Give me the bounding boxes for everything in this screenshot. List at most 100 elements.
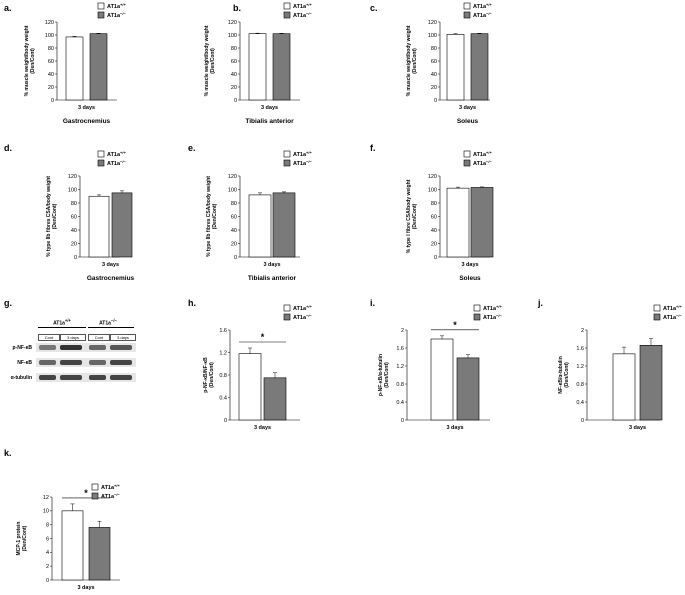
y-axis-label: % type IIb fibres CSA/body weight(Den/Co… [206, 176, 218, 257]
blot-band [39, 345, 56, 350]
legend-label-wt: AT1a+/+ [107, 150, 126, 158]
y-tick-label: 60 [71, 214, 77, 220]
bar-ko [89, 33, 108, 101]
y-tick-label: 40 [48, 72, 54, 78]
blot-band [60, 345, 82, 350]
panel-label-k: k. [4, 448, 12, 458]
legend-label-ko: AT1a−/− [101, 492, 120, 500]
blot-group-ko: AT1a−/− [99, 318, 117, 327]
y-tick-label: 40 [71, 228, 77, 234]
legend-swatch-wt [91, 483, 99, 491]
y-axis-label: p-NF-κB/α-tubulin(Den/Cont) [378, 354, 390, 396]
y-tick-label: 100 [228, 33, 237, 39]
blot-lane-label: 3 days [110, 334, 136, 341]
y-tick-label: 60 [48, 59, 54, 65]
panel-label-i: i. [370, 298, 376, 308]
bar-wt [88, 195, 110, 258]
blot-band [60, 375, 82, 380]
y-tick-label: 120 [428, 20, 437, 26]
legend-swatch-wt [283, 304, 291, 312]
y-tick-label: 1.6 [219, 328, 227, 334]
bar-ko [88, 527, 111, 581]
y-tick-label: 0 [434, 98, 437, 104]
y-tick-label: 0 [234, 255, 237, 261]
bar-wt [248, 194, 272, 258]
legend-swatch-ko [473, 313, 481, 321]
y-tick-label: 0.8 [576, 382, 584, 388]
legend-swatch-ko [97, 11, 105, 19]
significance-marker: * [84, 488, 88, 498]
y-tick-label: 1.6 [576, 346, 584, 352]
y-tick-label: 20 [48, 85, 54, 91]
y-tick-label: 40 [431, 72, 437, 78]
y-tick-label: 0 [51, 98, 54, 104]
blot-band [89, 375, 106, 380]
x-category-label: 3 days [78, 105, 95, 111]
y-tick-label: 2 [581, 328, 584, 334]
panel-label-c: c. [370, 3, 378, 13]
panel-label-f: f. [370, 143, 376, 153]
y-tick-label: 0.4 [219, 395, 227, 401]
y-axis-label: % muscle weight/body weight(Den/Cont) [204, 25, 216, 96]
y-tick-label: 0.8 [219, 373, 227, 379]
legend-swatch-wt [653, 304, 661, 312]
legend-label-wt: AT1a+/+ [107, 2, 126, 10]
y-tick-label: 40 [231, 72, 237, 78]
y-tick-label: 120 [68, 174, 77, 180]
blot-band [39, 360, 56, 365]
blot-band [110, 360, 132, 365]
legend-swatch-ko [283, 159, 291, 167]
legend-label-wt: AT1a+/+ [293, 2, 312, 10]
legend-swatch-ko [463, 159, 471, 167]
legend-label-ko: AT1a−/− [473, 11, 492, 19]
legend-label-wt: AT1a+/+ [293, 150, 312, 158]
blot-strip-tubulin [36, 373, 136, 382]
y-tick-label: 100 [45, 33, 54, 39]
y-tick-label: 80 [231, 46, 237, 52]
legend-label-ko: AT1a−/− [293, 159, 312, 167]
blot-band [60, 360, 82, 365]
legend-label-ko: AT1a−/− [107, 11, 126, 19]
panel-label-b: b. [233, 3, 241, 13]
western-blot: AT1a+/+ AT1a−/− Cont 3 days Cont 3 days … [2, 318, 152, 408]
legend-swatch-wt [283, 2, 291, 10]
x-category-label: 3 days [629, 425, 646, 431]
x-category-label: 3 days [446, 425, 463, 431]
blot-band [89, 345, 106, 350]
blot-row-label: p-NF-κB [12, 345, 32, 351]
y-tick-label: 60 [231, 59, 237, 65]
y-tick-label: 20 [431, 85, 437, 91]
y-tick-label: 0 [401, 418, 404, 424]
bar-ko [263, 377, 287, 421]
y-tick-label: 60 [431, 59, 437, 65]
bar-wt [248, 33, 267, 101]
chart-title: Tibialis anterior [248, 275, 297, 282]
blot-lane-label: Cont [88, 334, 110, 341]
y-tick-label: 80 [71, 201, 77, 207]
panel-label-j: j. [538, 298, 544, 308]
y-tick-label: 80 [431, 201, 437, 207]
y-tick-label: 0 [224, 418, 227, 424]
blot-strip-nfkb [36, 358, 136, 367]
legend-label-ko: AT1a−/− [107, 159, 126, 167]
y-tick-label: 0 [74, 255, 77, 261]
bar-ko [456, 357, 480, 421]
y-tick-label: 10 [43, 509, 49, 515]
y-tick-label: 2 [401, 328, 404, 334]
legend-swatch-wt [97, 2, 105, 10]
legend-label-ko: AT1a−/− [663, 313, 682, 321]
bar-wt [612, 353, 636, 421]
y-tick-label: 60 [431, 214, 437, 220]
x-category-label: 3 days [77, 585, 94, 591]
y-tick-label: 12 [43, 495, 49, 501]
y-tick-label: 100 [428, 187, 437, 193]
blot-band [110, 375, 132, 380]
y-tick-label: 0.4 [396, 400, 404, 406]
bar-ko [470, 33, 489, 101]
y-tick-label: 20 [231, 241, 237, 247]
bar-wt [430, 338, 454, 421]
blot-lane-label: 3 days [60, 334, 86, 341]
bar-ko [111, 192, 133, 258]
blot-band [39, 375, 56, 380]
legend-swatch-ko [97, 159, 105, 167]
